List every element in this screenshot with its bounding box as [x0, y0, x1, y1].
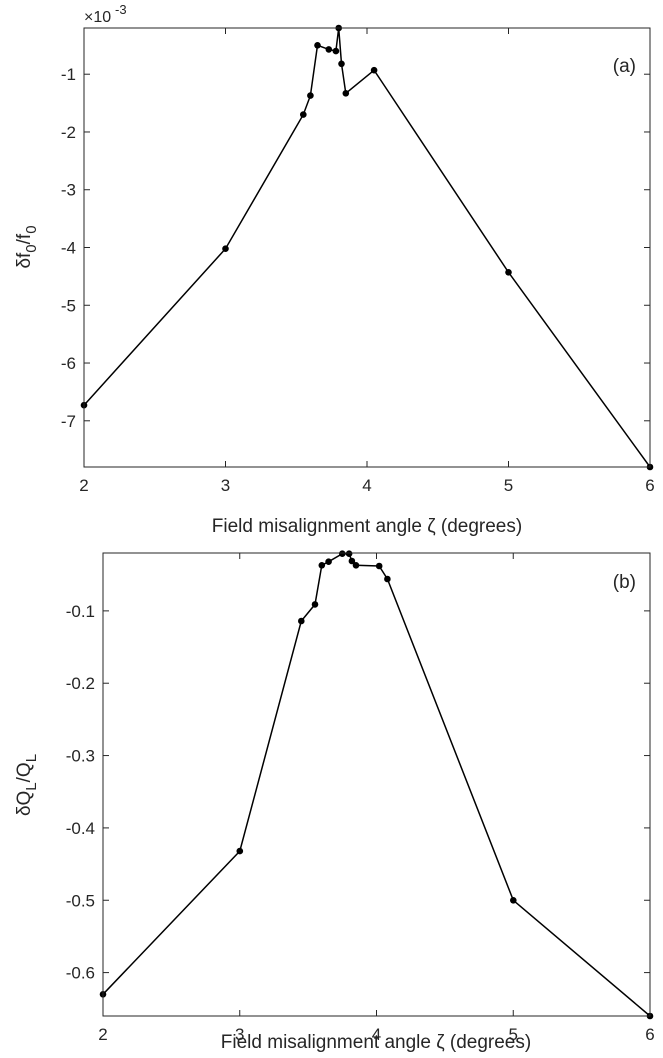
panel-a-label: (a)	[613, 56, 636, 77]
panel-a-data-point	[314, 42, 321, 49]
panel-b-y-tick-label: -0.3	[66, 747, 95, 766]
panel-b-xlabel: Field misalignment angle ζ (degrees)	[221, 1032, 531, 1053]
panel-a-x-tick-label: 6	[645, 476, 654, 495]
panel-a-x-tick-label: 2	[79, 476, 88, 495]
panel-b-x-tick-label: 3	[235, 1025, 244, 1044]
panel-b-ticks: 2 3 4 5 6 -0.6 -0.5 -0.4 -0.3 -0.2 -0.1	[66, 553, 655, 1044]
panel-b-data-point	[348, 557, 356, 565]
panel-a-y-tick-label: -7	[61, 412, 76, 431]
panel-a-y-tick-label: -6	[61, 354, 76, 373]
panel-a-xlabel: Field misalignment angle ζ (degrees)	[212, 516, 522, 537]
panel-b-data-point	[510, 897, 517, 904]
panel-b-x-tick-label: 6	[645, 1025, 654, 1044]
panel-a-axes-frame	[83, 27, 651, 468]
panel-b-data-point	[384, 575, 391, 583]
panel-a-data-point	[370, 66, 378, 74]
panel-a-x-tick-label: 4	[362, 476, 371, 495]
panel-b-y-tick-label: -0.4	[66, 819, 95, 838]
panel-b-label: (b)	[613, 572, 636, 593]
panel-a-chart: 2 3 4 5 6 -7 -6 -5 -4 -3 -2 -1 ×10 -3 (a) Field mis…	[14, 2, 655, 537]
panel-a-data-point	[300, 111, 307, 118]
panel-b-y-tick-label: -0.5	[66, 891, 95, 910]
panel-a-exponent-base: ×10	[84, 9, 111, 26]
panel-a-y-tick-label: -5	[61, 296, 76, 315]
panel-a-exponent-power: -3	[115, 2, 127, 17]
panel-a-data-point	[332, 47, 340, 55]
panel-b-x-tick-label: 2	[98, 1025, 107, 1044]
panel-a-x-tick-label: 5	[504, 476, 513, 495]
panel-b-data-point	[339, 550, 346, 557]
panel-a-y-tick-label: -3	[61, 181, 76, 200]
panel-b-data-point	[298, 617, 305, 625]
panel-b-data-point	[325, 558, 332, 565]
panel-a-data-point	[505, 269, 512, 276]
panel-a-series-line	[83, 27, 651, 468]
panel-b-y-tick-label: -0.2	[66, 674, 95, 693]
panel-a-x-tick-label: 3	[221, 476, 230, 495]
panel-b-data-point	[345, 550, 353, 557]
panel-b-data-point	[318, 562, 326, 569]
panel-a-data-point	[338, 60, 345, 68]
panel-b-data-point	[352, 562, 360, 569]
panel-a-data-point	[325, 46, 333, 53]
panel-a-exponent: ×10 -3	[84, 2, 127, 26]
panel-b-series	[99, 550, 654, 1020]
panel-b-x-tick-label: 4	[372, 1025, 381, 1044]
panel-b-data-point	[375, 562, 383, 570]
panel-b-data-point	[236, 847, 244, 855]
panel-a-series	[80, 24, 654, 471]
panel-a-y-tick-label: -4	[61, 239, 76, 258]
panel-b-y-tick-label: -0.6	[66, 964, 95, 983]
panel-a-y-tick-label: -2	[61, 123, 76, 142]
panel-b-data-point	[311, 601, 319, 608]
panel-a-ylabel: δf0/f0	[14, 225, 40, 268]
panel-a-data-point	[222, 245, 229, 252]
panel-a-data-point	[307, 92, 314, 99]
panel-a-data-point	[342, 90, 350, 97]
panel-b-x-tick-label: 5	[509, 1025, 518, 1044]
panel-b-ylabel: δQL/QL	[14, 754, 40, 816]
panel-a-y-tick-label: -1	[61, 65, 76, 84]
panel-b-y-tick-label: -0.1	[66, 602, 95, 621]
panel-b-chart: 2 3 4 5 6 -0.6 -0.5 -0.4 -0.3 -0.2 -0.1 (b) Field …	[14, 550, 655, 1053]
panel-a-ticks: 2 3 4 5 6 -7 -6 -5 -4 -3 -2 -1	[61, 28, 655, 495]
panel-b-series-line	[102, 552, 651, 1017]
